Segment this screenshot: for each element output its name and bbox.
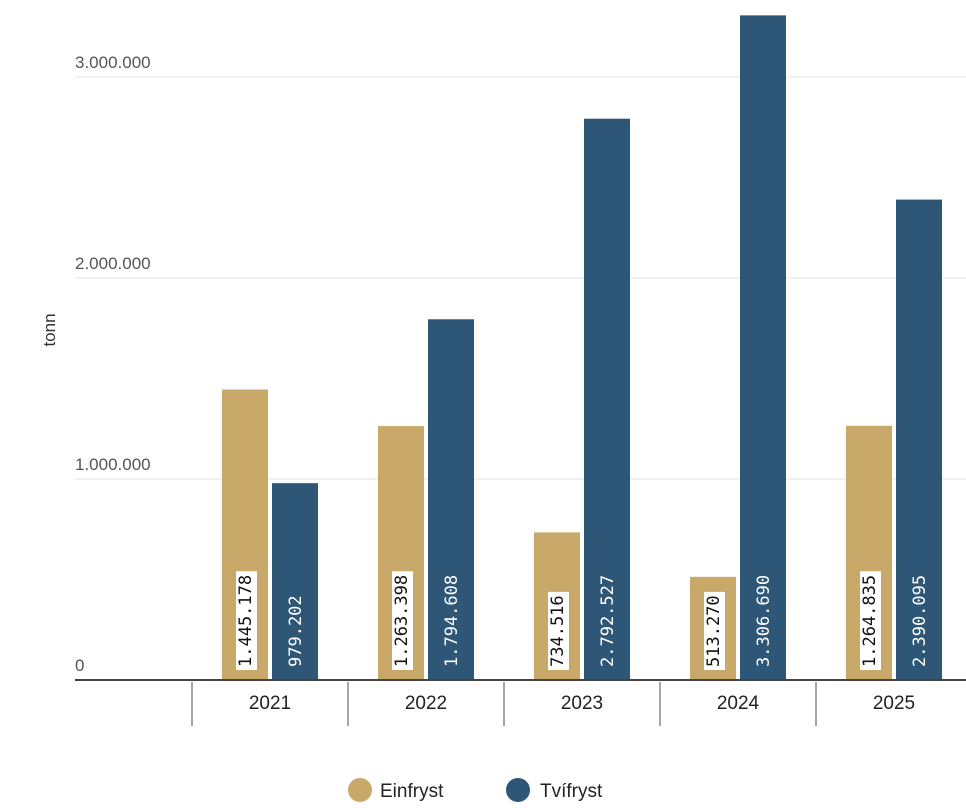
bar-label-box	[548, 591, 569, 670]
legend-label: Einfryst	[380, 781, 444, 802]
bar-value-label: 979.202	[286, 595, 306, 667]
x-tick-label: 2024	[717, 693, 760, 714]
gridlines	[75, 76, 966, 480]
bar-value-label: 2.390.095	[910, 575, 930, 667]
bar-value-label: 2.792.527	[598, 575, 618, 667]
bar-label-box	[286, 591, 307, 670]
x-tick-label: 2025	[873, 693, 915, 714]
y-tick-label: 1.000.000	[75, 455, 151, 474]
bar-label-box	[392, 571, 413, 670]
bar-value-label: 3.306.690	[754, 575, 774, 667]
bars	[222, 15, 942, 681]
bar-tv-fryst-2024	[740, 15, 786, 681]
x-tick-label: 2021	[249, 693, 291, 714]
x-axis: 2021 2022 2023 2024 2025	[75, 679, 966, 726]
bar-label-box	[442, 571, 463, 670]
bar-value-label: 734.516	[548, 595, 568, 667]
bar-label-box	[910, 571, 931, 670]
bar-value-labels: 1.445.178 979.202 1.263.398 1.794.608 734.51…	[236, 571, 931, 670]
y-axis-title: tonn	[40, 313, 59, 346]
bar-label-box	[598, 571, 619, 670]
bar-label-box	[236, 571, 257, 670]
y-tick-label: 0	[75, 656, 84, 675]
bar-label-box	[704, 591, 725, 670]
bar-value-label: 1.263.398	[392, 575, 412, 667]
legend-label: Tvífryst	[540, 781, 603, 802]
bar-value-label: 1.794.608	[442, 575, 462, 667]
bar-label-box	[754, 571, 775, 670]
x-tick-label: 2022	[405, 693, 447, 714]
bar-value-label: 1.445.178	[236, 575, 256, 667]
y-tick-label: 2.000.000	[75, 254, 151, 273]
x-tick-label: 2023	[561, 693, 603, 714]
legend: Einfryst Tvífryst	[348, 778, 603, 802]
y-tick-label: 3.000.000	[75, 53, 151, 72]
legend-swatch-einfryst	[348, 778, 372, 802]
y-axis-ticks: 0 1.000.000 2.000.000 3.000.000	[75, 53, 151, 675]
bar-value-label: 1.264.835	[860, 575, 880, 667]
bar-label-box	[860, 571, 881, 670]
bar-value-label: 513.270	[704, 595, 724, 667]
legend-swatch-tv-fryst	[506, 778, 530, 802]
